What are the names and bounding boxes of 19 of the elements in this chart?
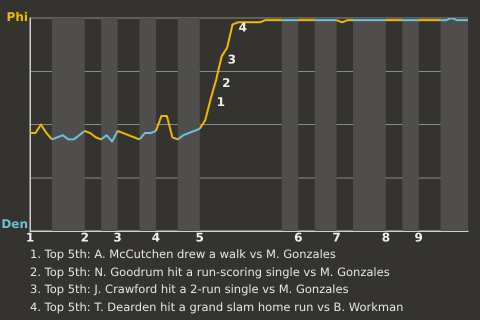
x-tick-label: 6 bbox=[294, 230, 302, 244]
annotation: 3 bbox=[228, 52, 236, 66]
text: 1. Top 5th: A. McCutchen drew a walk vs M. Gonzales bbox=[30, 246, 337, 263]
text: Phi bbox=[6, 10, 28, 24]
annotation: 4 bbox=[238, 20, 247, 35]
annotation: 1 bbox=[216, 95, 226, 110]
text: Den bbox=[1, 217, 28, 232]
x-tick-label: 7 bbox=[332, 230, 341, 244]
text: 4. Top 5th: T. Dearden hit a grand slam home run vs B. Workman bbox=[30, 298, 404, 316]
annotation: 2 bbox=[222, 76, 231, 90]
x-tick-label: 4 bbox=[152, 230, 160, 244]
x-tick-label: 9 bbox=[414, 230, 423, 244]
x-tick-label: 8 bbox=[382, 230, 390, 244]
x-tick-label: 3 bbox=[113, 230, 122, 244]
x-tick-label: 1 bbox=[26, 230, 34, 244]
x-tick-label: 2 bbox=[80, 230, 89, 244]
text: 3. Top 5th: J. Crawford hit a 2-run single vs M. Gonzales bbox=[30, 281, 350, 298]
x-tick-label: 5 bbox=[196, 230, 204, 244]
text: 2. Top 5th: N. Goodrum hit a run-scoring single vs M. Gonzales bbox=[30, 264, 391, 280]
